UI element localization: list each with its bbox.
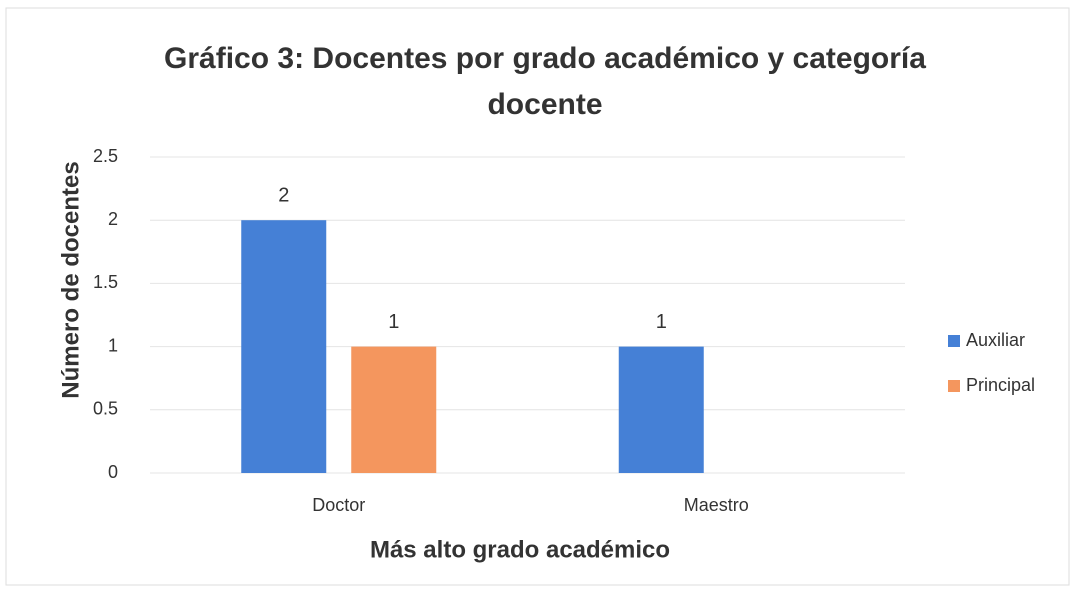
data-label: 1 — [656, 311, 667, 333]
bar — [351, 346, 437, 473]
x-tick-label: Doctor — [312, 495, 365, 515]
data-label: 2 — [278, 184, 289, 206]
x-axis-label: Más alto grado académico — [370, 536, 670, 563]
bar — [241, 220, 327, 473]
legend-swatch — [948, 380, 960, 392]
legend-swatch — [948, 335, 960, 347]
data-label: 1 — [388, 311, 399, 333]
y-tick-label: 1 — [108, 335, 118, 355]
bar — [618, 346, 704, 473]
y-tick-label: 0 — [108, 462, 118, 482]
legend-label: Auxiliar — [966, 330, 1025, 350]
y-tick-label: 2.5 — [93, 146, 118, 166]
y-axis-label: Número de docentes — [57, 161, 84, 398]
y-tick-label: 0.5 — [93, 399, 118, 419]
x-tick-label: Maestro — [684, 495, 749, 515]
chart-title: Gráfico 3: Docentes por grado académico … — [164, 42, 926, 121]
y-tick-label: 2 — [108, 209, 118, 229]
y-tick-label: 1.5 — [93, 272, 118, 292]
legend-label: Principal — [966, 375, 1035, 395]
chart-border — [5, 7, 1070, 586]
